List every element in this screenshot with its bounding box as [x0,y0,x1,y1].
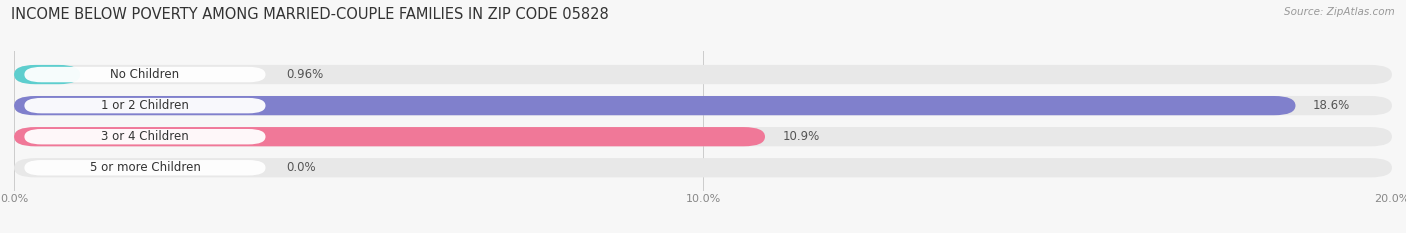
Text: 1 or 2 Children: 1 or 2 Children [101,99,188,112]
Text: 10.9%: 10.9% [782,130,820,143]
FancyBboxPatch shape [14,127,1392,146]
Text: 18.6%: 18.6% [1313,99,1350,112]
FancyBboxPatch shape [24,98,266,113]
Text: No Children: No Children [111,68,180,81]
FancyBboxPatch shape [14,158,1392,177]
FancyBboxPatch shape [24,67,266,82]
FancyBboxPatch shape [24,160,266,175]
FancyBboxPatch shape [14,96,1392,115]
FancyBboxPatch shape [14,96,1295,115]
FancyBboxPatch shape [24,129,266,144]
Text: INCOME BELOW POVERTY AMONG MARRIED-COUPLE FAMILIES IN ZIP CODE 05828: INCOME BELOW POVERTY AMONG MARRIED-COUPL… [11,7,609,22]
Text: 0.96%: 0.96% [287,68,323,81]
FancyBboxPatch shape [14,65,1392,84]
Text: 5 or more Children: 5 or more Children [90,161,201,174]
FancyBboxPatch shape [14,65,80,84]
FancyBboxPatch shape [14,127,765,146]
Text: 0.0%: 0.0% [287,161,316,174]
Text: Source: ZipAtlas.com: Source: ZipAtlas.com [1284,7,1395,17]
Text: 3 or 4 Children: 3 or 4 Children [101,130,188,143]
